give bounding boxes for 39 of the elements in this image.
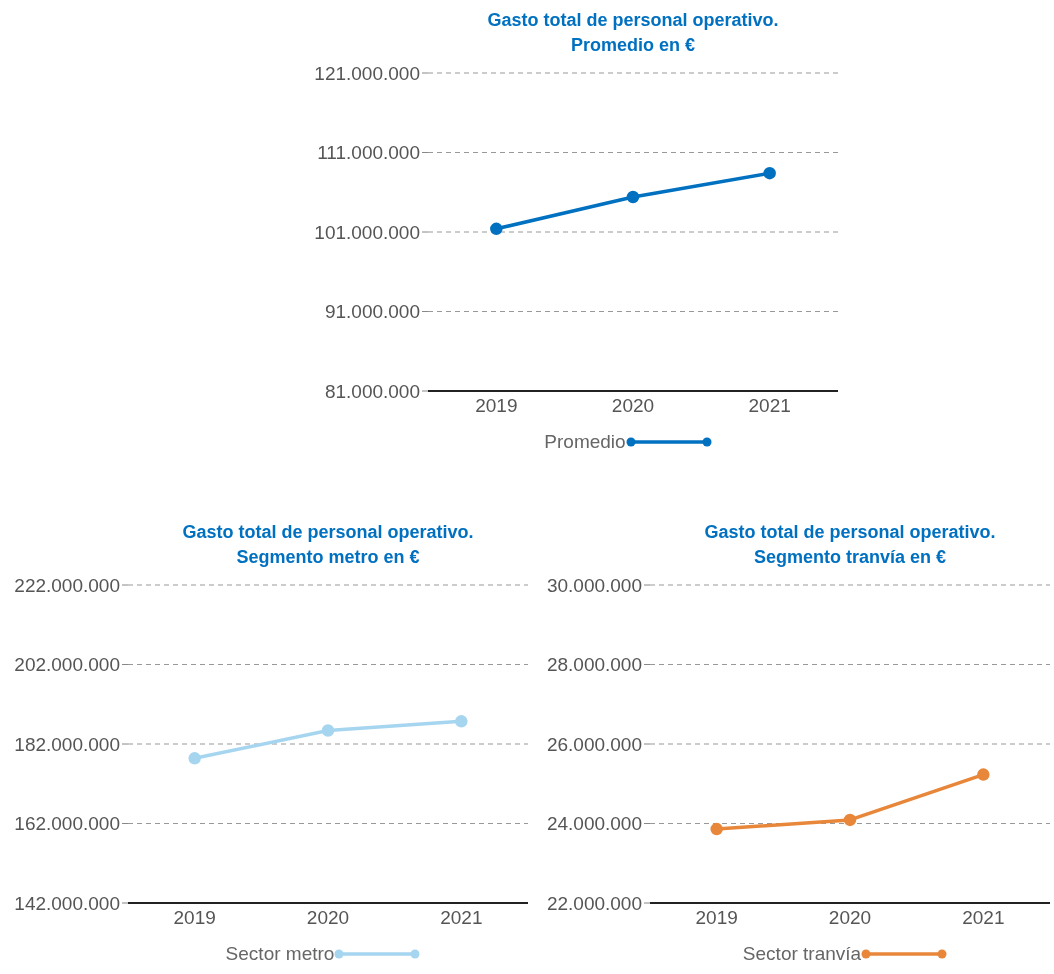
x-tick-label: 2019 xyxy=(695,907,738,929)
y-tick-label: 121.000.000 xyxy=(314,62,420,84)
chart-title: Gasto total de personal operativo. Segmento metro en € xyxy=(181,521,475,569)
point xyxy=(321,724,335,737)
legend-label: Sector metro xyxy=(225,943,335,965)
point xyxy=(763,166,776,180)
x-tick-label: 2021 xyxy=(440,907,483,929)
x-tick-label: 2021 xyxy=(962,907,1005,929)
y-tick-label: 162.000.000 xyxy=(14,813,120,835)
y-tick-label: 26.000.000 xyxy=(546,733,642,755)
y-tick-label: 30.000.000 xyxy=(546,574,642,596)
legend-label: Promedio xyxy=(544,431,626,453)
point xyxy=(710,822,723,836)
x-tick-label: 2019 xyxy=(173,907,216,929)
y-tick-label: 202.000.000 xyxy=(14,654,120,676)
y-tick-label: 91.000.000 xyxy=(324,301,420,323)
y-tick-label: 111.000.000 xyxy=(317,142,420,164)
point xyxy=(626,190,640,204)
point xyxy=(843,813,857,827)
point xyxy=(455,715,468,728)
y-tick-label: 22.000.000 xyxy=(546,892,642,914)
y-tick-label: 101.000.000 xyxy=(314,221,420,243)
x-tick-label: 2021 xyxy=(748,395,791,417)
x-tick-label: 2020 xyxy=(828,907,872,929)
point xyxy=(490,222,503,236)
y-tick-label: 81.000.000 xyxy=(324,380,420,402)
x-tick-label: 2019 xyxy=(475,395,518,417)
chart-title: Gasto total de personal operativo. Segmento tranvía en € xyxy=(703,521,997,569)
y-tick-label: 182.000.000 xyxy=(14,733,120,755)
y-tick-label: 142.000.000 xyxy=(14,892,120,914)
point xyxy=(188,752,201,765)
y-tick-label: 222.000.000 xyxy=(14,574,120,596)
y-tick-label: 24.000.000 xyxy=(546,813,642,835)
x-tick-label: 2020 xyxy=(306,907,350,929)
x-tick-label: 2020 xyxy=(611,395,655,417)
legend-label: Sector tranvía xyxy=(742,943,862,965)
point xyxy=(977,768,990,781)
chart-title: Gasto total de personal operativo. Promedio en € xyxy=(486,9,780,57)
y-tick-label: 28.000.000 xyxy=(546,654,642,676)
